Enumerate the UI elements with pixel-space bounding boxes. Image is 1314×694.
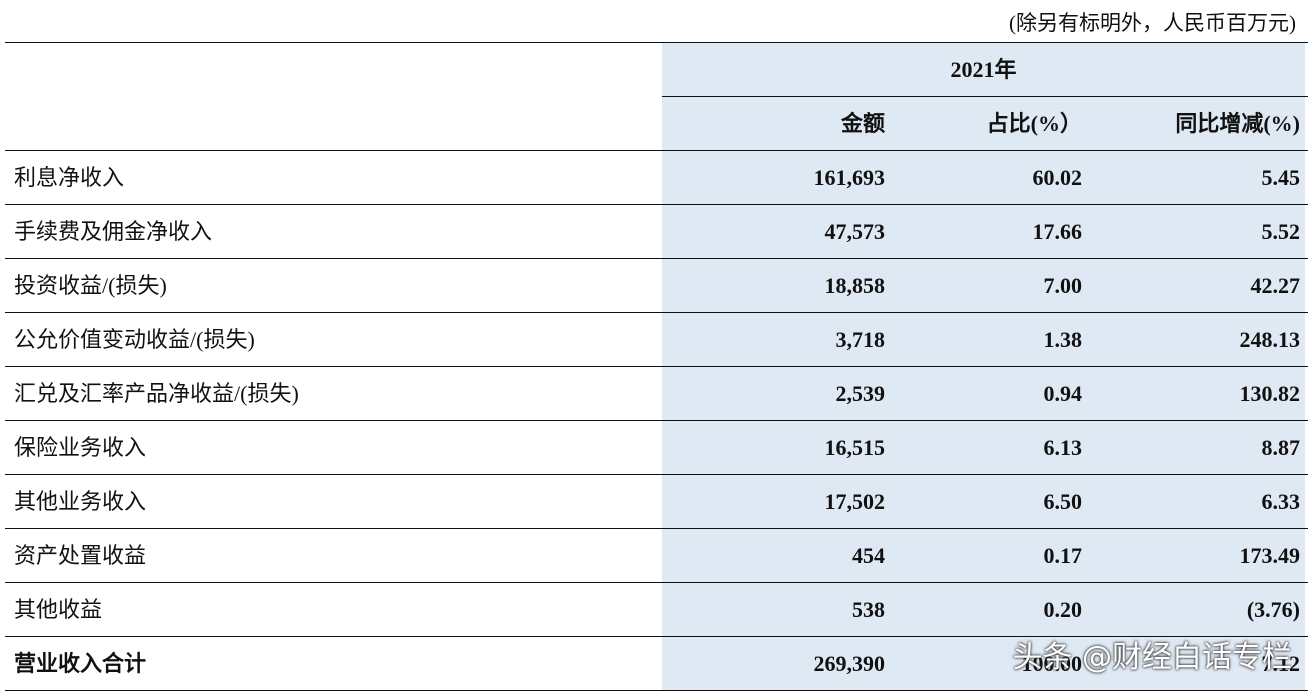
rule bbox=[5, 312, 1308, 313]
cell-value: 3,718 bbox=[835, 327, 886, 352]
total-value: 269,390 bbox=[813, 651, 886, 676]
column-header: 金额 bbox=[840, 111, 885, 136]
cell-value: 0.17 bbox=[1043, 543, 1083, 568]
row-label: 公允价值变动收益/(损失) bbox=[14, 327, 255, 352]
column-header: 占比(%） bbox=[986, 111, 1082, 136]
cell-value: 248.13 bbox=[1239, 327, 1301, 352]
cell-value: 42.27 bbox=[1250, 273, 1301, 298]
total-label: 营业收入合计 bbox=[14, 651, 147, 676]
row-label: 资产处置收益 bbox=[14, 543, 147, 568]
watermark: 头条 @财经白话专栏 bbox=[1012, 640, 1292, 675]
cell-value: 0.94 bbox=[1043, 381, 1083, 406]
row-label: 汇兑及汇率产品净收益/(损失) bbox=[14, 381, 299, 406]
total-value: 7.12 bbox=[1261, 651, 1301, 676]
rule bbox=[5, 582, 1308, 583]
cell-value: 6.13 bbox=[1043, 435, 1083, 460]
cell-value: 60.02 bbox=[1032, 165, 1083, 190]
rule bbox=[5, 42, 1308, 43]
cell-value: 16,515 bbox=[824, 435, 886, 460]
year-header: 2021年 bbox=[950, 57, 1017, 82]
rule bbox=[5, 528, 1308, 529]
rule bbox=[5, 204, 1308, 205]
cell-value: 454 bbox=[852, 543, 885, 568]
row-label: 利息净收入 bbox=[14, 165, 125, 190]
cell-value: 17.66 bbox=[1032, 219, 1083, 244]
row-label: 投资收益/(损失) bbox=[14, 273, 167, 298]
rule bbox=[5, 690, 1308, 691]
rule bbox=[5, 150, 1308, 151]
rule bbox=[5, 258, 1308, 259]
cell-value: 1.38 bbox=[1043, 327, 1083, 352]
row-label: 其他收益 bbox=[14, 597, 103, 622]
cell-value: 6.33 bbox=[1261, 489, 1301, 514]
cell-value: 18,858 bbox=[824, 273, 886, 298]
cell-value: 2,539 bbox=[835, 381, 886, 406]
cell-value: 173.49 bbox=[1239, 543, 1301, 568]
shaded-column-area bbox=[662, 43, 1305, 691]
row-label: 手续费及佣金净收入 bbox=[14, 219, 213, 244]
rule bbox=[5, 636, 1308, 637]
rule bbox=[5, 420, 1308, 421]
row-label: 保险业务收入 bbox=[14, 435, 147, 460]
cell-value: 130.82 bbox=[1239, 381, 1301, 406]
column-header: 同比增减(%) bbox=[1175, 111, 1300, 136]
cell-value: 0.20 bbox=[1043, 597, 1083, 622]
cell-value: 161,693 bbox=[813, 165, 886, 190]
cell-value: 8.87 bbox=[1261, 435, 1301, 460]
cell-value: 47,573 bbox=[824, 219, 886, 244]
row-label: 其他业务收入 bbox=[14, 489, 147, 514]
cell-value: 5.52 bbox=[1261, 219, 1301, 244]
total-value: 100.00 bbox=[1021, 651, 1083, 676]
cell-value: 17,502 bbox=[824, 489, 886, 514]
cell-value: 7.00 bbox=[1043, 273, 1083, 298]
unit-note: (除另有标明外，人民币百万元) bbox=[1009, 11, 1296, 35]
cell-value: 5.45 bbox=[1261, 165, 1301, 190]
cell-value: (3.76) bbox=[1246, 597, 1300, 622]
cell-value: 6.50 bbox=[1043, 489, 1083, 514]
cell-value: 538 bbox=[852, 597, 885, 622]
rule bbox=[5, 474, 1308, 475]
rule bbox=[662, 96, 1308, 97]
rule bbox=[5, 366, 1308, 367]
